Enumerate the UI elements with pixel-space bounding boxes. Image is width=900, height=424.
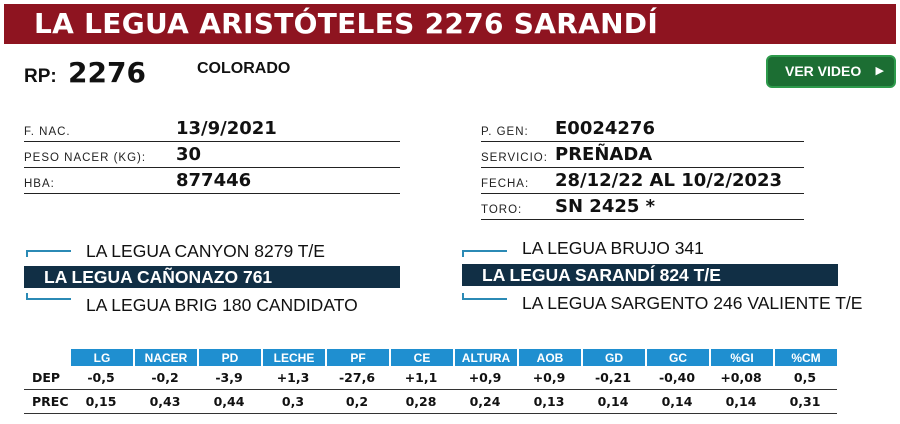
- column-header: PF: [325, 349, 389, 366]
- dam-maternal-grandsire: LA LEGUA SARGENTO 246 VALIENTE T/E: [522, 293, 863, 313]
- info-value: 30: [176, 144, 202, 165]
- info-label: FECHA:: [481, 178, 530, 190]
- column-header: AOB: [517, 349, 581, 366]
- info-label: F. NAC.: [24, 126, 71, 138]
- column-header: PD: [197, 349, 261, 366]
- dep-table: LG NACER PD LECHE PF CE ALTURA AOB GD GC…: [24, 349, 837, 414]
- table-cell: 0,14: [581, 390, 645, 414]
- rp-label: RP:: [24, 66, 57, 87]
- table-cell: 0,28: [389, 390, 453, 414]
- info-value: 877446: [176, 170, 252, 191]
- info-row-hba: HBA: 877446: [24, 168, 400, 194]
- table-cell: 0,44: [197, 390, 261, 414]
- info-value: 28/12/22 AL 10/2/2023: [555, 170, 783, 191]
- table-cell: 0,14: [709, 390, 773, 414]
- sire-maternal-grandsire: LA LEGUA BRIG 180 CANDIDATO: [86, 295, 358, 315]
- pedigree-bracket-bottom: [26, 293, 71, 300]
- table-cell: 0,31: [773, 390, 837, 414]
- table-row: PREC 0,15 0,43 0,44 0,3 0,2 0,28 0,24 0,…: [24, 390, 837, 414]
- table-cell: 0,14: [645, 390, 709, 414]
- info-row-fecha: FECHA: 28/12/22 AL 10/2/2023: [481, 168, 804, 194]
- info-label: HBA:: [24, 178, 55, 190]
- column-header: GD: [581, 349, 645, 366]
- table-cell: +1,1: [389, 366, 453, 390]
- info-value: 13/9/2021: [176, 118, 277, 139]
- info-value: E0024276: [555, 118, 655, 139]
- rp-value: 2276: [68, 56, 146, 89]
- table-cell: +1,3: [261, 366, 325, 390]
- info-label: PESO NACER (KG):: [24, 152, 147, 164]
- pedigree-bracket-bottom: [462, 293, 507, 300]
- table-cell: 0,2: [325, 390, 389, 414]
- pedigree-bracket-top: [462, 250, 507, 257]
- column-header: %CM: [773, 349, 837, 366]
- table-cell: 0,43: [133, 390, 197, 414]
- info-row-f-nac: F. NAC. 13/9/2021: [24, 116, 400, 142]
- sire-paternal-grandsire: LA LEGUA CANYON 8279 T/E: [86, 241, 325, 261]
- info-row-peso-nacer: PESO NACER (KG): 30: [24, 142, 400, 168]
- row-header: PREC: [24, 390, 69, 414]
- table-corner: [24, 349, 69, 366]
- table-cell: 0,24: [453, 390, 517, 414]
- column-header: ALTURA: [453, 349, 517, 366]
- table-cell: +0,9: [453, 366, 517, 390]
- dam-name: LA LEGUA SARANDÍ 824 T/E: [462, 264, 838, 286]
- table-cell: +0,08: [709, 366, 773, 390]
- play-icon: ▶: [875, 65, 884, 77]
- table-cell: -0,2: [133, 366, 197, 390]
- color-text: COLORADO: [197, 60, 291, 77]
- table-cell: -0,40: [645, 366, 709, 390]
- row-header: DEP: [24, 366, 69, 390]
- column-header: GC: [645, 349, 709, 366]
- sire-name: LA LEGUA CAÑONAZO 761: [24, 266, 400, 288]
- ver-video-label: VER VIDEO: [785, 63, 862, 79]
- info-label: P. GEN:: [481, 126, 529, 138]
- column-header: %GI: [709, 349, 773, 366]
- dam-paternal-grandsire: LA LEGUA BRUJO 341: [522, 238, 704, 258]
- info-row-toro: TORO: SN 2425 *: [481, 194, 804, 220]
- table-cell: -3,9: [197, 366, 261, 390]
- column-header: LECHE: [261, 349, 325, 366]
- table-header-row: LG NACER PD LECHE PF CE ALTURA AOB GD GC…: [24, 349, 837, 366]
- column-header: NACER: [133, 349, 197, 366]
- table-cell: 0,5: [773, 366, 837, 390]
- page-title: LA LEGUA ARISTÓTELES 2276 SARANDÍ: [4, 4, 896, 44]
- info-label: TORO:: [481, 204, 523, 216]
- info-row-servicio: SERVICIO: PREÑADA: [481, 142, 804, 168]
- table-cell: 0,3: [261, 390, 325, 414]
- table-cell: +0,9: [517, 366, 581, 390]
- table-cell: 0,13: [517, 390, 581, 414]
- column-header: CE: [389, 349, 453, 366]
- info-value: PREÑADA: [555, 144, 653, 165]
- table-cell: -27,6: [325, 366, 389, 390]
- info-value: SN 2425 *: [555, 196, 656, 217]
- column-header: LG: [69, 349, 133, 366]
- table-cell: -0,21: [581, 366, 645, 390]
- pedigree-bracket-top: [26, 250, 71, 257]
- info-label: SERVICIO:: [481, 152, 548, 164]
- ver-video-button[interactable]: VER VIDEO ▶: [766, 55, 896, 88]
- table-cell: -0,5: [69, 366, 133, 390]
- table-cell: 0,15: [69, 390, 133, 414]
- table-row: DEP -0,5 -0,2 -3,9 +1,3 -27,6 +1,1 +0,9 …: [24, 366, 837, 390]
- info-row-p-gen: P. GEN: E0024276: [481, 116, 804, 142]
